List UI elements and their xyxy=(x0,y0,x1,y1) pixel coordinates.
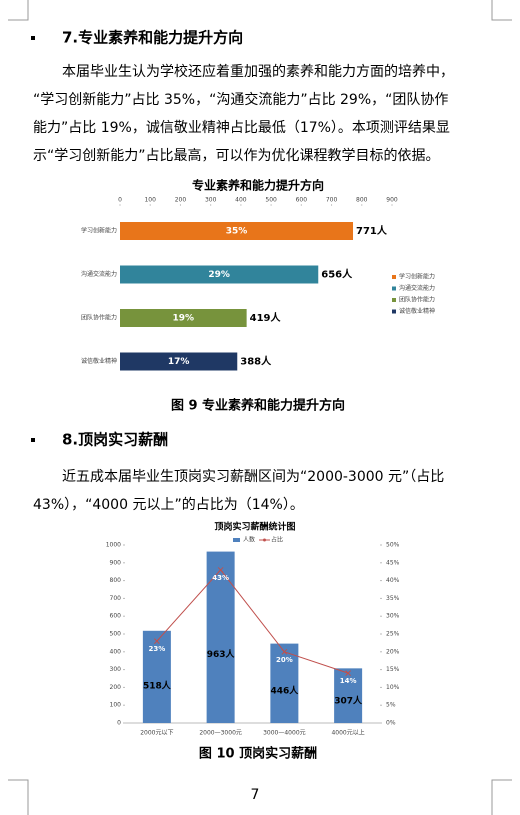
paragraph-line: 示“学习创新能力”占比最高，可以作为优化课程教学目标的依据。 xyxy=(33,147,440,164)
y-tick-label: 700 xyxy=(110,595,122,602)
x-tick-label: 600 xyxy=(296,197,308,204)
heading: 7.专业素养和能力提升方向 xyxy=(62,29,243,47)
share-label: 19% xyxy=(173,314,195,324)
caption: 图 9 专业素养和能力提升方向 xyxy=(171,398,345,414)
y-tick-label: 400 xyxy=(110,648,122,655)
y2-tick-label: 45% xyxy=(386,559,400,566)
marker xyxy=(217,567,224,573)
x-tick-label: 900 xyxy=(386,197,398,204)
crop-marks xyxy=(8,0,512,815)
value-label: 656人 xyxy=(321,268,353,281)
y-tick-label: 900 xyxy=(110,559,122,566)
x-tick-label: 400 xyxy=(235,197,247,204)
value-label: 388人 xyxy=(240,355,272,368)
y-tick-label: 500 xyxy=(110,631,122,638)
x-tick-label: 100 xyxy=(144,197,156,204)
bar xyxy=(120,309,247,327)
x-tick-label: 500 xyxy=(265,197,277,204)
x-tick-label: 800 xyxy=(356,197,368,204)
legend-label: 团队协作能力 xyxy=(399,296,435,304)
x-tick-label: 2000元以下 xyxy=(140,730,173,737)
legend-swatch xyxy=(392,309,396,314)
y2-tick-label: 0% xyxy=(386,720,396,727)
x-tick-label: 3000—4000元 xyxy=(263,730,306,737)
marker xyxy=(345,670,351,677)
value-label: 963人 xyxy=(207,648,236,660)
legend-swatch xyxy=(392,275,396,279)
y2-tick-label: 35% xyxy=(386,595,400,602)
paragraph-line: 近五成本届毕业生顶岗实习薪酬区间为“2000-3000 元”（占比 xyxy=(62,469,444,485)
line xyxy=(156,569,349,674)
y2-tick-label: 40% xyxy=(386,577,400,584)
page-number: 7 xyxy=(251,787,260,803)
value-label: 419人 xyxy=(250,311,282,324)
value-label: 20% xyxy=(276,656,293,664)
x-tick-label: 300 xyxy=(205,197,217,204)
caption: 图 10 顶岗实习薪酬 xyxy=(199,746,317,762)
x-tick-label: 700 xyxy=(326,197,338,204)
y2-tick-label: 50% xyxy=(386,542,400,549)
y2-tick-label: 20% xyxy=(386,648,400,655)
legend-label: 占比 xyxy=(271,536,283,544)
heading: 8.顶岗实习薪酬 xyxy=(62,431,168,449)
y-tick-label: 300 xyxy=(110,666,122,673)
y2-tick-label: 30% xyxy=(386,613,400,620)
category-label: 学习创新能力 xyxy=(81,227,117,235)
y2-tick-label: 10% xyxy=(386,684,400,691)
x-tick-label: 4000元以上 xyxy=(331,729,364,737)
x-tick-label: 2000—3000元 xyxy=(199,730,242,737)
legend-swatch xyxy=(392,286,396,291)
marker xyxy=(281,648,288,655)
value-label: 307人 xyxy=(334,695,363,707)
y-tick-label: 200 xyxy=(110,684,122,691)
y2-tick-label: 25% xyxy=(386,631,400,638)
value-label: 43% xyxy=(212,574,229,582)
value-label: 446人 xyxy=(270,685,299,697)
chart-title: 顶岗实习薪酬统计图 xyxy=(214,521,295,533)
share-label: 35% xyxy=(226,227,248,237)
bar xyxy=(120,265,319,284)
bullet xyxy=(31,36,35,40)
chart-title: 专业素养和能力提升方向 xyxy=(192,178,324,193)
y-tick-label: 0 xyxy=(117,720,121,727)
bar xyxy=(120,352,238,371)
legend-label: 人数 xyxy=(243,536,255,544)
category-label: 诚信敬业精神 xyxy=(81,357,117,365)
category-label: 团队协作能力 xyxy=(81,314,117,322)
value-label: 23% xyxy=(148,645,165,653)
bullet xyxy=(31,438,35,442)
value-label: 14% xyxy=(340,677,357,685)
share-label: 17% xyxy=(168,357,190,367)
x-tick-label: 200 xyxy=(175,197,187,204)
value-label: 518人 xyxy=(143,680,172,692)
bar xyxy=(120,222,354,240)
legend-label: 诚信敬业精神 xyxy=(399,307,435,315)
bar xyxy=(270,643,299,723)
legend-swatch xyxy=(233,538,240,542)
category-label: 沟通交流能力 xyxy=(81,270,117,278)
paragraph-line: 能力”占比 19%，诚信敬业精神占比最低（17%）。本项测评结果显 xyxy=(33,120,450,136)
y-tick-label: 800 xyxy=(110,577,122,584)
y-tick-label: 600 xyxy=(110,613,122,620)
paragraph-line: “学习创新能力”占比 35%，“沟通交流能力”占比 29%，“团队协作 xyxy=(33,91,448,108)
y2-tick-label: 15% xyxy=(386,666,400,673)
marker xyxy=(154,638,160,644)
share-label: 29% xyxy=(208,270,230,280)
bar xyxy=(142,630,171,723)
y2-tick-label: 5% xyxy=(386,702,396,709)
paragraph-line: 本届毕业生认为学校还应着重加强的素养和能力方面的培养中， xyxy=(62,63,454,80)
value-label: 771人 xyxy=(356,224,388,237)
legend-label: 学习创新能力 xyxy=(399,273,435,281)
y-tick-label: 1000 xyxy=(106,542,121,549)
bar xyxy=(334,668,363,723)
paragraph-line: 43%），“4000 元以上”的占比为（14%）。 xyxy=(33,497,304,513)
x-tick-label: 0 xyxy=(118,197,122,204)
legend-swatch xyxy=(263,538,266,542)
legend-swatch xyxy=(392,298,396,302)
legend-label: 沟通交流能力 xyxy=(399,284,435,292)
y-tick-label: 100 xyxy=(110,702,122,709)
